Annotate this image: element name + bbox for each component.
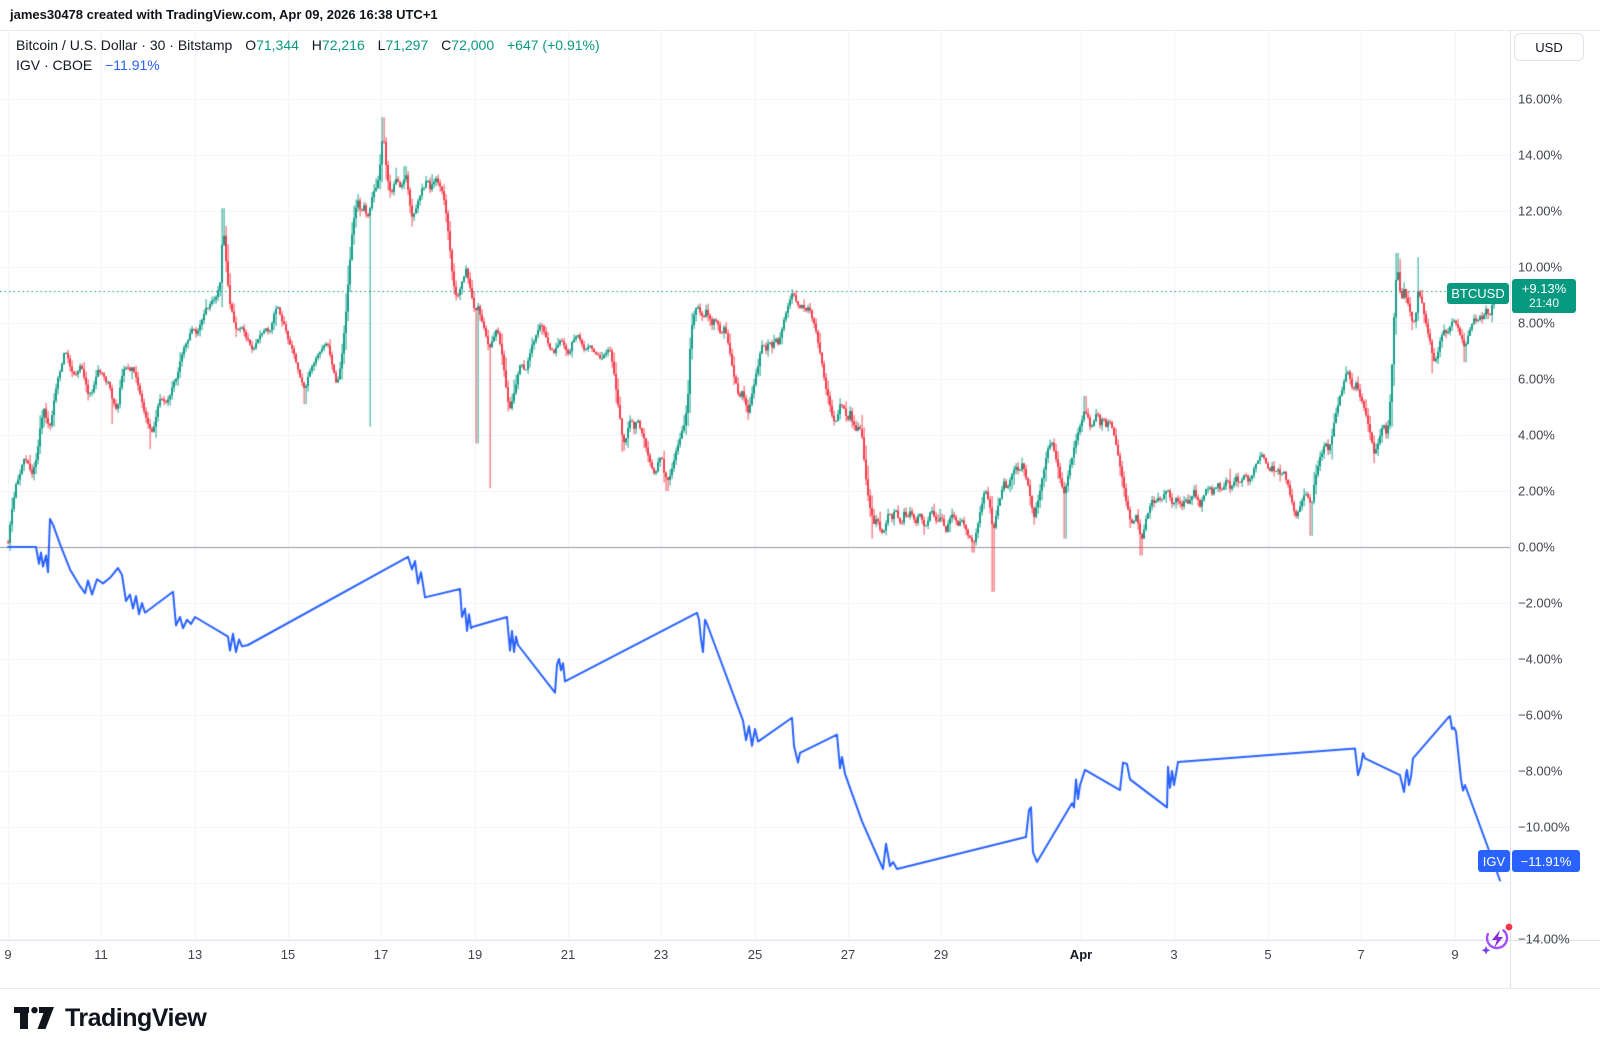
time-axis-label: 25 [747,947,763,962]
price-axis-label: −6.00% [1518,707,1563,723]
btcusd-series-tag[interactable]: BTCUSD [1447,283,1509,304]
price-axis-label: 2.00% [1518,483,1555,499]
attribution-text: james30478 created with TradingView.com,… [10,7,438,22]
time-axis-label: 17 [373,947,389,962]
notification-dot [1505,923,1513,931]
time-axis-separator[interactable] [0,940,1600,941]
currency-toggle-button[interactable]: USD [1514,33,1584,61]
price-axis-label: −2.00% [1518,595,1563,611]
price-axis-label: 10.00% [1518,259,1563,275]
header-separator [0,30,1600,31]
igv-price-label: −11.91% [1512,850,1580,872]
ai-sparkle-icon[interactable] [1480,922,1514,955]
time-axis-label: 19 [467,947,483,962]
tradingview-logo[interactable]: TradingView [14,1004,207,1033]
compare-legend[interactable]: IGV · CBOE −11.91% [16,57,160,73]
price-axis-label: −14.00% [1518,931,1570,947]
low-value: 71,297 [385,37,429,53]
low-label: L [377,37,386,53]
price-axis-separator[interactable] [1510,30,1511,988]
tradingview-logo-text: TradingView [65,1004,207,1032]
price-axis-label: 6.00% [1518,371,1555,387]
price-axis-label: −4.00% [1518,651,1563,667]
close-label: C [441,37,452,53]
time-axis-label: 15 [280,947,296,962]
time-axis-label: 5 [1264,947,1272,962]
lightning-bolt-icon [1492,930,1503,948]
sparkle-star-icon [1481,946,1491,955]
price-axis-label: 4.00% [1518,427,1555,443]
btcusd-change-pct: +9.13% [1521,281,1567,296]
time-axis-label: Apr [1069,947,1093,962]
price-axis-label: 12.00% [1518,203,1563,219]
btcusd-price-label: +9.13% 21:40 [1512,279,1576,313]
price-axis-label: 14.00% [1518,147,1563,163]
high-label: H [311,37,322,53]
time-axis-label: 7 [1357,947,1365,962]
price-axis-label: 16.00% [1518,91,1563,107]
chart-frame-bottom [0,988,1600,989]
price-axis-label: 0.00% [1518,539,1555,555]
time-axis-label: 21 [560,947,576,962]
btcusd-bar-countdown: 21:40 [1528,296,1560,310]
symbol-legend[interactable]: Bitcoin / U.S. Dollar · 30 · Bitstamp O7… [16,37,600,53]
change-value: +647 (+0.91%) [507,37,600,53]
price-axis-label: 8.00% [1518,315,1555,331]
close-value: 72,000 [451,37,495,53]
time-axis-label: 13 [187,947,203,962]
high-value: 72,216 [321,37,365,53]
open-label: O [245,37,257,53]
time-axis-label: 9 [1451,947,1459,962]
symbol-title[interactable]: Bitcoin / U.S. Dollar · 30 · Bitstamp [16,37,233,53]
time-axis-label: 11 [94,947,108,962]
price-axis-label: −10.00% [1518,819,1570,835]
time-axis-label: 3 [1170,947,1178,962]
time-axis-label: 27 [840,947,856,962]
tradingview-logo-icon [14,1007,54,1029]
compare-value: −11.91% [105,57,160,73]
time-axis-label: 23 [653,947,669,962]
open-value: 71,344 [256,37,299,53]
igv-series-tag[interactable]: IGV [1478,850,1510,872]
time-axis-label: 29 [933,947,949,962]
time-axis-label: 9 [4,947,12,962]
compare-symbol[interactable]: IGV · CBOE [16,57,93,73]
price-axis-label: −8.00% [1518,763,1563,779]
